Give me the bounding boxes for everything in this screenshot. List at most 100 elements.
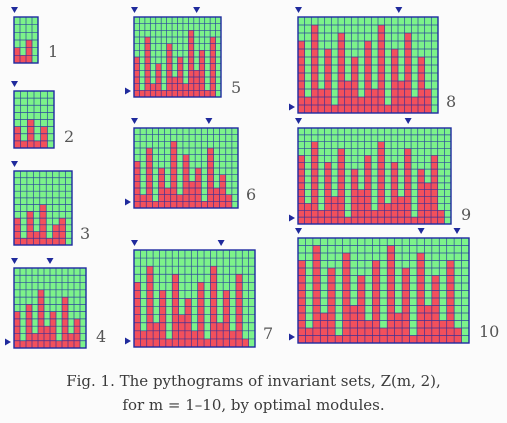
pythogram-2-top-left-marker: [11, 81, 18, 87]
pythogram-1-label: 1: [48, 42, 58, 61]
pythogram-9-left-marker: [289, 214, 295, 222]
pythogram-4-top-left-marker: [11, 258, 18, 264]
pythogram-7-column-17: [235, 274, 243, 347]
pythogram-8-top-marker: [395, 7, 403, 13]
pythogram-2-column-2: [20, 140, 28, 148]
pythogram-8-column-9: [351, 57, 359, 113]
pythogram-3: 3: [11, 161, 90, 246]
pythogram-10-column-3: [312, 245, 321, 343]
pythogram-5-grid: [134, 17, 221, 97]
pythogram-2-frame: [13, 90, 55, 149]
pythogram-8-column-1: [298, 41, 305, 113]
figure-caption-line-2: for m = 1–10, by optimal modules.: [122, 396, 385, 414]
pythogram-9-column-15: [391, 162, 398, 224]
pythogram-10-column-6: [335, 335, 343, 343]
pythogram-5-column-3: [144, 37, 151, 97]
pythogram-6-label: 6: [246, 185, 256, 204]
pythogram-9-column-17: [404, 148, 412, 224]
pythogram-10-column-9: [357, 275, 366, 343]
pythogram-10-column-21: [446, 260, 455, 343]
pythogram-4-left-marker: [5, 338, 11, 346]
figure-caption-line-1: Fig. 1. The pythograms of invariant sets…: [66, 372, 441, 390]
pythogram-8-column-6: [331, 105, 339, 113]
pythogram-1-column-2: [20, 55, 27, 63]
pythogram-8-column-11: [364, 41, 372, 113]
pythogram-9-grid: [298, 128, 451, 224]
pythogram-5-column-5: [155, 63, 162, 97]
pythogram-2-label: 2: [64, 127, 74, 146]
pythogram-5-top-left-marker: [131, 7, 138, 13]
pythogram-10-column-1: [298, 260, 306, 343]
pythogram-6-top-left-marker: [131, 118, 138, 124]
pythogram-6-column-12: [201, 201, 208, 208]
pythogram-10-column-20: [439, 320, 447, 343]
pythogram-6-column-6: [164, 188, 171, 208]
pythogram-8-column-14: [384, 105, 392, 113]
pythogram-10-label: 10: [479, 322, 499, 341]
pythogram-2-column-4: [34, 140, 41, 148]
pythogram-4-grid: [14, 268, 86, 348]
pythogram-10-grid: [298, 238, 469, 343]
pythogram-6: 6: [125, 118, 256, 209]
pythogram-10-column-19: [431, 275, 440, 343]
pythogram-7-label: 7: [263, 324, 273, 343]
pythogram-7-column-6: [165, 338, 173, 347]
pythogram-7-frame: [133, 249, 256, 348]
pythogram-9-column-7: [337, 148, 345, 224]
pythogram-5-column-13: [199, 50, 205, 97]
pythogram-6-column-3: [146, 148, 153, 208]
pythogram-7-column-4: [153, 322, 160, 347]
pythogram-1: 1: [11, 7, 58, 64]
pythogram-4-column-2: [20, 340, 27, 348]
pythogram-10-column-10: [364, 320, 373, 343]
pythogram-10-column-16: [409, 335, 418, 343]
pythogram-5-column-8: [172, 77, 178, 97]
pythogram-8-column-19: [418, 57, 425, 113]
pythogram-6-column-1: [134, 161, 141, 208]
pythogram-10: 10: [289, 228, 499, 344]
pythogram-2-column-1: [14, 126, 21, 148]
pythogram-3-column-2: [20, 238, 28, 245]
pythogram-3-top-left-marker: [11, 161, 18, 167]
pythogram-7-column-18: [242, 338, 249, 347]
pythogram-5: 5: [125, 7, 241, 98]
pythogram-8-column-12: [371, 89, 379, 113]
pythogram-9-top-left-marker: [295, 118, 302, 124]
pythogram-2-column-5: [40, 126, 48, 148]
pythogram-8-column-20: [424, 89, 432, 113]
pythogram-5-column-2: [139, 90, 146, 97]
pythogram-7-column-15: [223, 290, 230, 347]
pythogram-1-grid: [14, 17, 38, 63]
pythogram-9-column-18: [411, 217, 418, 224]
pythogram-9-column-10: [357, 189, 365, 224]
pythogram-9-column-5: [324, 162, 332, 224]
pythogram-8-grid: [298, 17, 438, 113]
pythogram-7-left-marker: [125, 337, 131, 345]
pythogram-3-grid: [14, 171, 72, 245]
pythogram-10-frame: [297, 237, 470, 344]
pythogram-5-label: 5: [231, 78, 241, 97]
pythogram-2: 2: [11, 81, 74, 149]
pythogram-6-top-marker: [205, 118, 213, 124]
pythogram-7-column-7: [172, 274, 179, 347]
pythogram-5-frame: [133, 16, 222, 98]
pythogram-10-top-left-marker: [295, 228, 302, 234]
pythogram-7-top-left-marker: [131, 240, 138, 246]
pythogram-4-column-7: [50, 311, 57, 348]
pythogram-9-column-8: [344, 217, 352, 224]
pythogram-1-top-left-marker: [11, 7, 18, 13]
pythogram-9: 9: [289, 118, 471, 225]
pythogram-10-column-11: [372, 260, 380, 343]
pythogram-10-top-marker: [417, 228, 425, 234]
pythogram-1-column-3: [26, 40, 33, 63]
pythogram-3-frame: [13, 170, 73, 246]
pythogram-4-frame: [13, 267, 87, 349]
pythogram-8-column-13: [378, 25, 385, 113]
pythogram-5-top-marker: [193, 7, 201, 13]
pythogram-4-top-marker: [46, 258, 54, 264]
pythogram-4: 4: [5, 258, 106, 349]
pythogram-7: 7: [125, 240, 273, 348]
pythogram-10-left-marker: [289, 333, 295, 341]
pythogram-7-column-14: [216, 322, 224, 347]
pythogram-6-column-4: [152, 201, 159, 208]
